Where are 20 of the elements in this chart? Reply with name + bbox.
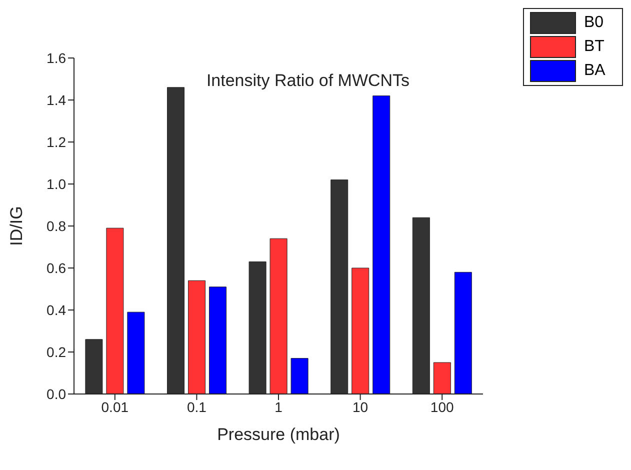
y-tick-label: 1.6 bbox=[46, 50, 66, 66]
x-tick-label: 1 bbox=[274, 398, 283, 415]
y-tick-label: 0.4 bbox=[46, 302, 66, 318]
legend-label: BA bbox=[583, 61, 606, 81]
x-tick-label: 10 bbox=[352, 398, 368, 415]
legend-label: BT bbox=[583, 37, 606, 57]
x-tick-label: 0.01 bbox=[101, 398, 129, 415]
x-tick-label: 100 bbox=[430, 398, 454, 415]
y-tick-label: 0.2 bbox=[46, 344, 66, 360]
y-tick-label: 0.8 bbox=[46, 218, 66, 234]
legend-label: B0 bbox=[583, 13, 605, 33]
x-axis-title: Pressure (mbar) bbox=[217, 425, 340, 444]
y-tick-label: 1.0 bbox=[46, 176, 66, 192]
y-tick-label: 1.2 bbox=[46, 134, 66, 150]
text: Intensity Ratio of MWCNTs bbox=[206, 71, 410, 90]
y-axis-title: ID/IG bbox=[7, 206, 26, 246]
y-tick-label: 0.0 bbox=[46, 386, 66, 402]
x-tick-label: 0.1 bbox=[186, 398, 207, 415]
y-tick-label: 1.4 bbox=[46, 92, 66, 108]
y-tick-label: 0.6 bbox=[46, 260, 66, 276]
